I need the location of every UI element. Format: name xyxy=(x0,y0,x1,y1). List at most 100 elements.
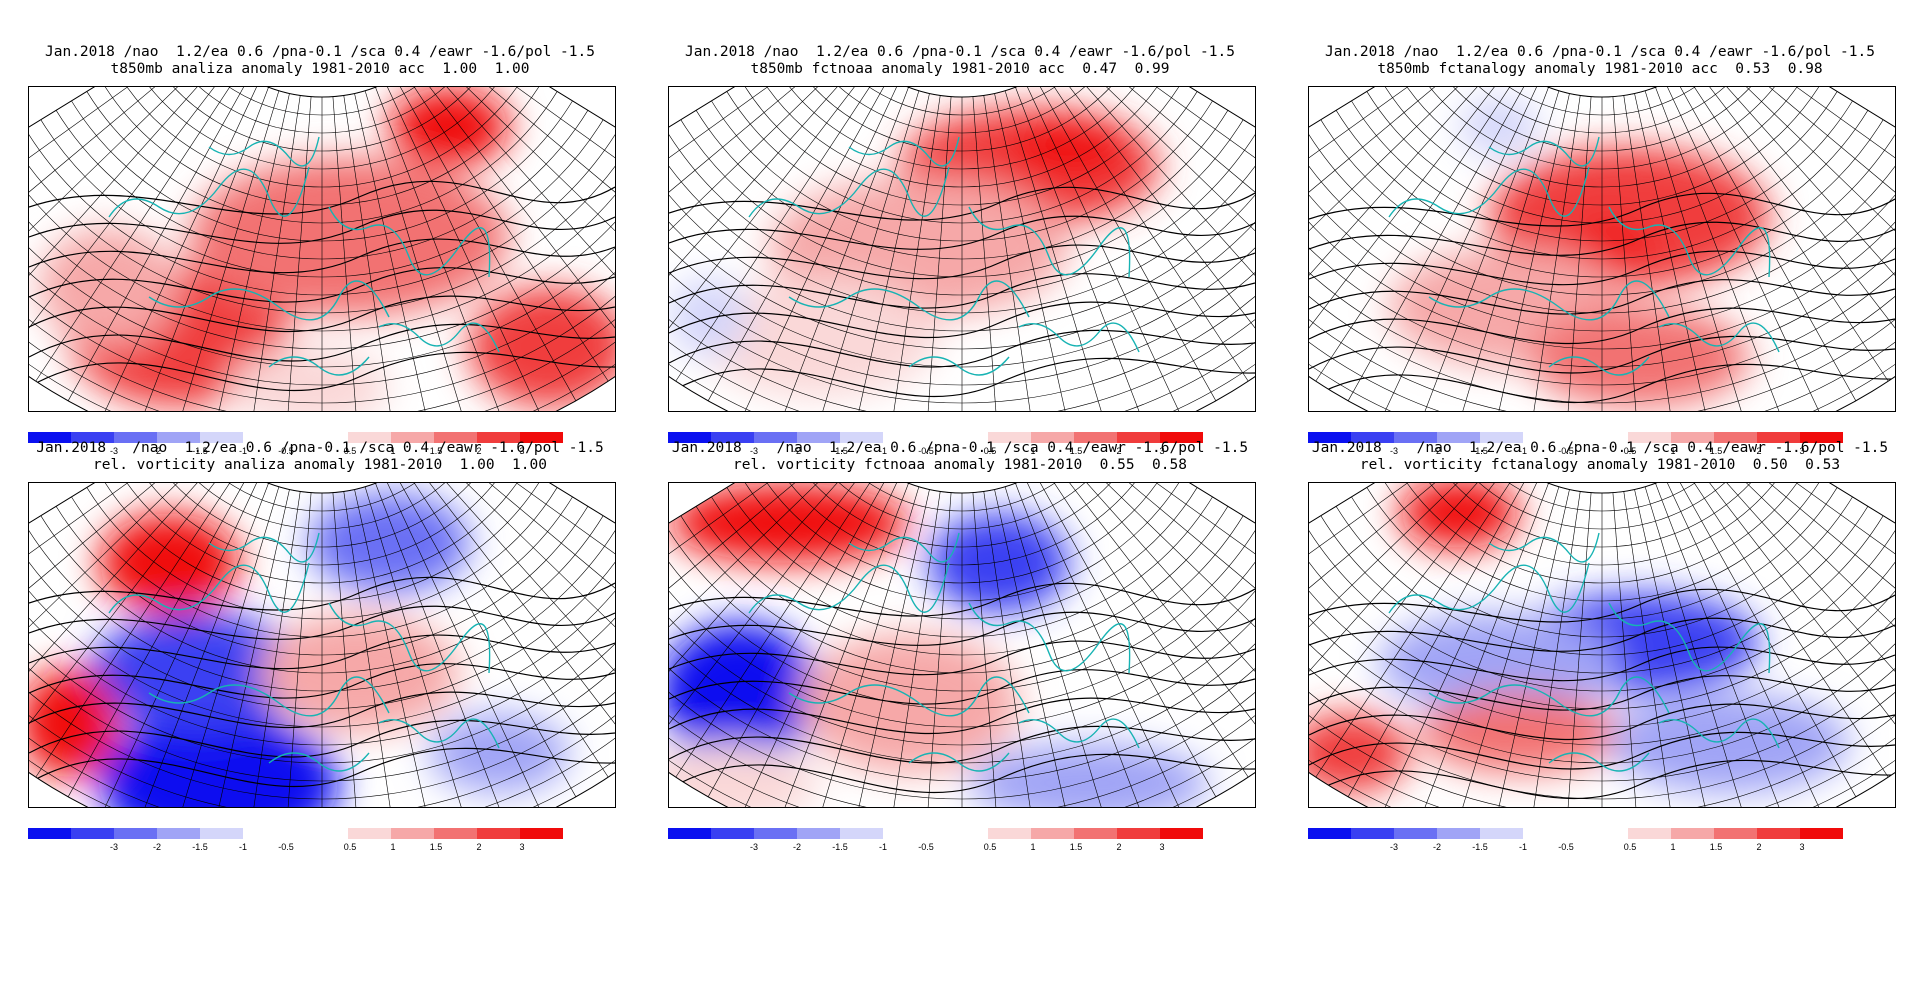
legend-tick-label: 1 xyxy=(1030,842,1036,852)
panel-vorticity-analiza: Jan.2018 /nao 1.2/ea 0.6 /pna-0.1 /sca 0… xyxy=(0,440,640,988)
map-canvas xyxy=(1309,87,1895,411)
legend-swatch xyxy=(434,828,477,839)
legend-tick-label: -3 xyxy=(749,842,759,852)
legend-swatch xyxy=(348,432,391,443)
legend-swatch xyxy=(391,828,434,839)
legend-tick-label: -3 xyxy=(1389,842,1399,852)
legend-swatch xyxy=(1714,432,1757,443)
legend-tick-label: -1.5 xyxy=(192,446,208,456)
legend-swatch xyxy=(754,828,797,839)
map-t850-fctanalogy xyxy=(1308,86,1896,412)
anomaly-field-blob xyxy=(1309,713,1409,793)
legend-tick-label: -3 xyxy=(109,842,119,852)
legend-tick-label: 1.5 xyxy=(1709,446,1723,456)
color-legend: -3 -2 -1.5 -1 -0.5 0.5 1 1.5 2 3 xyxy=(28,828,614,858)
legend-swatch xyxy=(988,828,1031,839)
anomaly-field-blob xyxy=(429,713,569,793)
map-canvas xyxy=(669,87,1255,411)
legend-swatch xyxy=(1714,828,1757,839)
panel-title-line1: Jan.2018 /nao 1.2/ea 0.6 /pna-0.1 /sca 0… xyxy=(45,44,595,60)
panel-t850-fctanalogy: Jan.2018 /nao 1.2/ea 0.6 /pna-0.1 /sca 0… xyxy=(1280,0,1920,494)
anomaly-field-blob xyxy=(99,513,239,613)
panel-title-line2: rel. vorticity fctanalogy anomaly 1981-2… xyxy=(1359,457,1841,473)
anomaly-field-blob xyxy=(669,277,749,357)
panel-vorticity-fctanalogy: Jan.2018 /nao 1.2/ea 0.6 /pna-0.1 /sca 0… xyxy=(1280,440,1920,988)
map-vorticity-analiza xyxy=(28,482,616,808)
legend-swatch xyxy=(1308,432,1351,443)
legend-tick-label: 2 xyxy=(1756,842,1762,852)
anomaly-field-blob xyxy=(1529,307,1749,407)
map-canvas xyxy=(29,87,615,411)
panel-title-line1: Jan.2018 /nao 1.2/ea 0.6 /pna-0.1 /sca 0… xyxy=(685,44,1235,60)
legend-swatch xyxy=(1074,828,1117,839)
legend-swatch xyxy=(1437,432,1480,443)
anomaly-field-blob xyxy=(1569,222,1649,272)
legend-tick-label: 1.5 xyxy=(1069,842,1083,852)
panel-title-line2: t850mb fctanalogy anomaly 1981-2010 acc … xyxy=(1377,61,1823,77)
legend-swatch xyxy=(200,432,243,443)
legend-swatch xyxy=(1628,432,1671,443)
legend-tick-label: -0.5 xyxy=(918,842,934,852)
legend-swatch xyxy=(1351,432,1394,443)
legend-swatch xyxy=(1628,828,1671,839)
legend-swatch xyxy=(840,828,883,839)
anomaly-field-blob xyxy=(669,483,909,563)
legend-tick-label: 0.5 xyxy=(343,446,357,456)
legend-swatch xyxy=(711,432,754,443)
legend-tick-label: -1.5 xyxy=(832,446,848,456)
anomaly-field-blob xyxy=(39,227,179,347)
panel-title-line1: Jan.2018 /nao 1.2/ea 0.6 /pna-0.1 /sca 0… xyxy=(671,440,1249,456)
color-legend: -3 -2 -1.5 -1 -0.5 0.5 1 1.5 2 3 xyxy=(668,828,1254,858)
map-vorticity-fctnoaa xyxy=(668,482,1256,808)
legend-tick-label: -2 xyxy=(152,842,162,852)
legend-swatch xyxy=(1480,828,1523,839)
legend-tick-label: -1 xyxy=(878,446,888,456)
legend-swatch xyxy=(477,432,520,443)
anomaly-field-blob xyxy=(89,613,309,733)
legend-swatch xyxy=(1117,432,1160,443)
legend-tick-label: 3 xyxy=(519,842,525,852)
legend-swatch xyxy=(1437,828,1480,839)
legend-tick-label: 1 xyxy=(1670,446,1676,456)
legend-tick-label: 0.5 xyxy=(1623,446,1637,456)
map-canvas xyxy=(1309,483,1895,807)
legend-swatch xyxy=(71,828,114,839)
legend-swatch xyxy=(1800,432,1843,443)
legend-swatch xyxy=(1031,432,1074,443)
legend-tick-label: -3 xyxy=(749,446,759,456)
legend-tick-label: -0.5 xyxy=(918,446,934,456)
map-t850-analiza xyxy=(28,86,616,412)
legend-tick-label: -2 xyxy=(1432,446,1442,456)
legend-swatch xyxy=(348,828,391,839)
legend-swatch xyxy=(840,432,883,443)
legend-tick-label: -0.5 xyxy=(278,446,294,456)
legend-swatch xyxy=(711,828,754,839)
legend-tick-label: 2 xyxy=(1756,446,1762,456)
legend-swatch xyxy=(477,828,520,839)
legend-swatch xyxy=(520,432,563,443)
legend-tick-label: -3 xyxy=(1389,446,1399,456)
legend-tick-label: 2 xyxy=(476,842,482,852)
legend-swatch xyxy=(391,432,434,443)
legend-tick-label: 0.5 xyxy=(1623,842,1637,852)
legend-tick-label: 2 xyxy=(1116,446,1122,456)
legend-tick-label: 3 xyxy=(1799,446,1805,456)
anomaly-field-blob xyxy=(189,157,509,317)
legend-swatch xyxy=(1671,432,1714,443)
legend-tick-label: 1 xyxy=(390,842,396,852)
legend-swatch xyxy=(1800,828,1843,839)
legend-swatch xyxy=(754,432,797,443)
legend-swatch xyxy=(1757,432,1800,443)
legend-tick-label: 1.5 xyxy=(1709,842,1723,852)
legend-tick-label: -2 xyxy=(792,446,802,456)
legend-tick-label: -2 xyxy=(1432,842,1442,852)
legend-swatch xyxy=(200,828,243,839)
legend-tick-label: -1.5 xyxy=(1472,446,1488,456)
panel-title-line2: rel. vorticity analiza anomaly 1981-2010… xyxy=(93,457,547,473)
legend-tick-label: -2 xyxy=(792,842,802,852)
map-vorticity-fctanalogy xyxy=(1308,482,1896,808)
panel-title-line1: Jan.2018 /nao 1.2/ea 0.6 /pna-0.1 /sca 0… xyxy=(1325,44,1875,60)
panel-title-line2: t850mb analiza anomaly 1981-2010 acc 1.0… xyxy=(110,61,530,77)
legend-swatch xyxy=(28,432,71,443)
legend-swatch xyxy=(114,432,157,443)
